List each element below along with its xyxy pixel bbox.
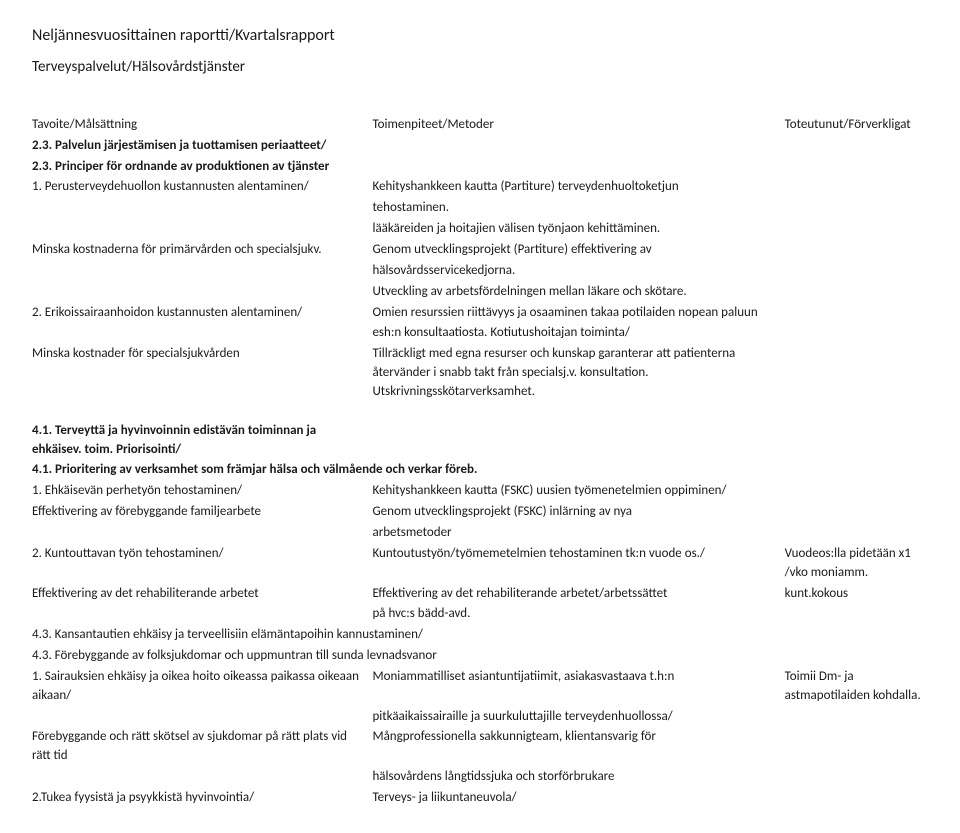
cell-action: hälsovårdens långtidssjuka och storförbr… [372, 767, 784, 788]
table-row: 1. Ehkäisevän perhetyön tehostaminen/ Ke… [32, 481, 928, 502]
table-row: 1. Sairauksien ehkäisy ja oikea hoito oi… [32, 667, 928, 707]
cell-action: Terveys- ja liikuntaneuvola/ [372, 788, 784, 809]
section-23-heading-fi: 2.3. Palvelun järjestämisen ja tuottamis… [32, 136, 928, 157]
table-row: 2.Tukea fyysistä ja psyykkistä hyvinvoin… [32, 788, 928, 809]
table-row: tehostaminen. [32, 198, 928, 219]
table-row: Minska kostnader för specialsjukvården T… [32, 344, 928, 403]
table-row: Minska kostnaderna för primärvården och … [32, 240, 928, 261]
table-row: 1. Perusterveydehuollon kustannusten ale… [32, 177, 928, 198]
cell-realised: kunt.kokous [785, 584, 928, 605]
cell-goal: 1. Perusterveydehuollon kustannusten ale… [32, 177, 372, 198]
cell-action: tehostaminen. [372, 198, 784, 219]
cell-action: Genom utvecklingsprojekt (Partiture) eff… [372, 240, 784, 261]
col-header-actions: Toimenpiteet/Metoder [372, 115, 784, 136]
report-subtitle: Terveyspalvelut/Hälsovårdstjänster [32, 57, 928, 79]
cell-goal: Effektivering av det rehabiliterande arb… [32, 584, 372, 605]
table-row: arbetsmetoder [32, 523, 928, 544]
cell-realised: Vuodeos:lla pidetään x1 /vko moniamm. [785, 544, 928, 584]
col-header-goal: Tavoite/Målsättning [32, 115, 372, 136]
cell-goal: Effektivering av förebyggande familjearb… [32, 502, 372, 523]
table-row: Förebyggande och rätt skötsel av sjukdom… [32, 727, 928, 767]
report-title: Neljännesvuosittainen raportti/Kvartalsr… [32, 24, 928, 47]
cell-action: Kehityshankkeen kautta (Partiture) terve… [372, 177, 784, 198]
section-41-heading-sv: 4.1. Prioritering av verksamhet som främ… [32, 460, 928, 481]
section-23-heading-sv: 2.3. Principer för ordnande av produktio… [32, 157, 928, 178]
cell-goal: 2. Kuntouttavan työn tehostaminen/ [32, 544, 372, 584]
cell-action: Kehityshankkeen kautta (FSKC) uusien työ… [372, 481, 784, 502]
section-41-heading-fi: 4.1. Terveyttä ja hyvinvoinnin edistävän… [32, 421, 372, 461]
cell-goal: Förebyggande och rätt skötsel av sjukdom… [32, 727, 372, 767]
cell-action: Effektivering av det rehabiliterande arb… [372, 584, 784, 605]
cell-action: Utveckling av arbetsfördelningen mellan … [372, 282, 784, 303]
cell-realised [785, 177, 928, 198]
cell-goal: Minska kostnaderna för primärvården och … [32, 240, 372, 261]
cell-action: Mångprofessionella sakkunnigteam, klient… [372, 727, 784, 767]
cell-goal: 2. Erikoissairaanhoidon kustannusten ale… [32, 303, 372, 324]
table-row: esh:n konsultaatiosta. Kotiutushoitajan … [32, 323, 928, 344]
cell-realised: Toimii Dm- ja astmapotilaiden kohdalla. [785, 667, 928, 707]
section-43-heading-sv: 4.3. Förebyggande av folksjukdomar och u… [32, 646, 928, 667]
report-table: Tavoite/Målsättning Toimenpiteet/Metoder… [32, 115, 928, 809]
column-header-row: Tavoite/Målsättning Toimenpiteet/Metoder… [32, 115, 928, 136]
cell-action: hälsovårdsservicekedjorna. [372, 261, 784, 282]
table-row: 2. Erikoissairaanhoidon kustannusten ale… [32, 303, 928, 324]
table-row: lääkäreiden ja hoitajien välisen työnjao… [32, 219, 928, 240]
cell-goal: Minska kostnader för specialsjukvården [32, 344, 372, 403]
cell-action: Kuntoutustyön/työmemetelmien tehostamine… [372, 544, 784, 584]
cell-action: Moniammatilliset asiantuntijatiimit, asi… [372, 667, 784, 707]
cell-goal: 1. Sairauksien ehkäisy ja oikea hoito oi… [32, 667, 372, 707]
section-43-heading-fi: 4.3. Kansantautien ehkäisy ja terveellis… [32, 625, 928, 646]
cell-action: arbetsmetoder [372, 523, 784, 544]
cell-action: esh:n konsultaatiosta. Kotiutushoitajan … [372, 323, 784, 344]
cell-action: på hvc:s bädd-avd. [372, 604, 784, 625]
table-row: Effektivering av förebyggande familjearb… [32, 502, 928, 523]
table-row: 2. Kuntouttavan työn tehostaminen/ Kunto… [32, 544, 928, 584]
table-row: pitkäaikaissairaille ja suurkuluttajille… [32, 707, 928, 728]
table-row: hälsovårdens långtidssjuka och storförbr… [32, 767, 928, 788]
cell-action: lääkäreiden ja hoitajien välisen työnjao… [372, 219, 784, 240]
cell-action: Tillräckligt med egna resurser och kunsk… [372, 344, 784, 403]
table-row: Effektivering av det rehabiliterande arb… [32, 584, 928, 605]
col-header-realised: Toteutunut/Förverkligat [785, 115, 928, 136]
table-row: på hvc:s bädd-avd. [32, 604, 928, 625]
cell-goal: 1. Ehkäisevän perhetyön tehostaminen/ [32, 481, 372, 502]
table-row: hälsovårdsservicekedjorna. [32, 261, 928, 282]
cell-goal: 2.Tukea fyysistä ja psyykkistä hyvinvoin… [32, 788, 372, 809]
cell-action: Omien resurssien riittävyys ja osaaminen… [372, 303, 784, 324]
table-row: Utveckling av arbetsfördelningen mellan … [32, 282, 928, 303]
cell-action: pitkäaikaissairaille ja suurkuluttajille… [372, 707, 784, 728]
cell-action: Genom utvecklingsprojekt (FSKC) inlärnin… [372, 502, 784, 523]
